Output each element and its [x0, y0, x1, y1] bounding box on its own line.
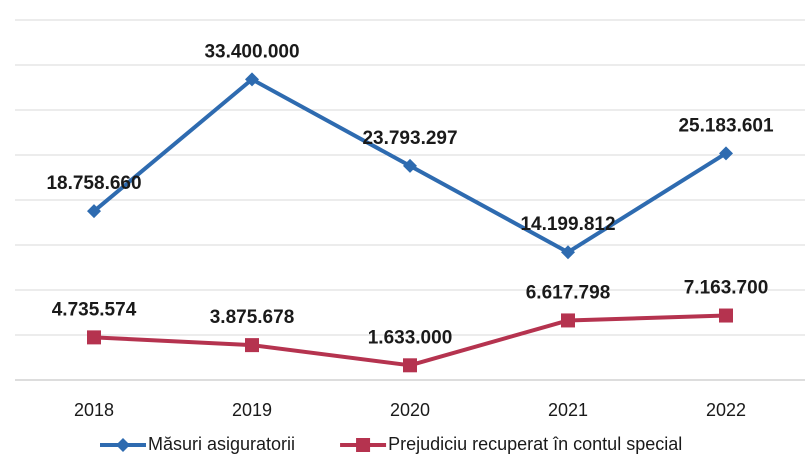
legend-marker	[356, 438, 371, 452]
marker	[561, 313, 575, 328]
marker	[403, 358, 417, 373]
marker	[87, 204, 101, 219]
legend-marker	[116, 438, 130, 452]
data-label: 33.400.000	[204, 41, 299, 62]
data-label: 1.633.000	[368, 327, 453, 348]
data-label: 4.735.574	[52, 299, 137, 320]
marker	[719, 308, 733, 323]
marker	[403, 158, 417, 173]
x-tick-label: 2021	[548, 400, 588, 420]
marker	[245, 338, 259, 353]
data-label: 3.875.678	[210, 307, 295, 328]
marker	[719, 146, 733, 161]
data-label: 6.617.798	[526, 282, 611, 303]
x-tick-label: 2018	[74, 400, 114, 420]
legend-label: Prejudiciu recuperat în contul special	[388, 434, 682, 454]
x-tick-label: 2019	[232, 400, 272, 420]
data-label: 18.758.660	[46, 173, 141, 194]
data-label: 14.199.812	[520, 214, 615, 235]
x-tick-label: 2022	[706, 400, 746, 420]
data-label: 7.163.700	[684, 278, 769, 299]
marker	[561, 245, 575, 260]
legend-label: Măsuri asiguratorii	[148, 434, 295, 454]
x-tick-label: 2020	[390, 400, 430, 420]
data-label: 25.183.601	[678, 115, 774, 136]
marker	[87, 330, 101, 345]
data-label: 23.793.297	[362, 128, 457, 149]
marker	[245, 72, 259, 87]
